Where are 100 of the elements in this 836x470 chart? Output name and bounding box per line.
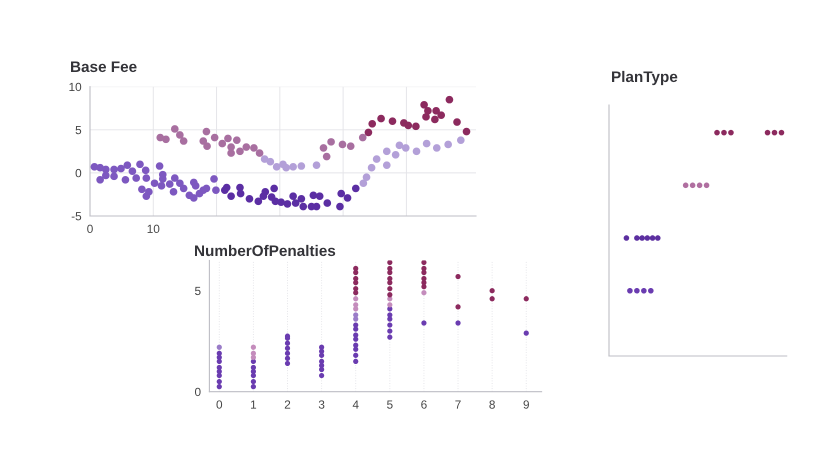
x-tick-label: 6 xyxy=(421,400,427,409)
point xyxy=(158,182,166,190)
point xyxy=(128,167,136,175)
point xyxy=(298,194,306,203)
point xyxy=(352,184,360,192)
point xyxy=(382,161,391,169)
point xyxy=(524,296,529,302)
point xyxy=(284,200,292,208)
point xyxy=(319,344,324,350)
point xyxy=(299,202,308,210)
point xyxy=(455,274,461,280)
point xyxy=(310,192,318,200)
point xyxy=(138,185,146,194)
point xyxy=(216,384,222,390)
point xyxy=(404,122,412,130)
point xyxy=(96,176,104,184)
point xyxy=(421,276,427,282)
point xyxy=(284,340,290,346)
point xyxy=(457,136,465,144)
point xyxy=(222,184,230,192)
point xyxy=(387,276,392,282)
x-tick-label: 1 xyxy=(251,400,256,409)
point xyxy=(353,276,358,282)
y-tick-label: 0 xyxy=(76,168,82,178)
point xyxy=(162,135,170,144)
point xyxy=(142,174,150,182)
point xyxy=(353,342,358,348)
point xyxy=(327,138,335,146)
point xyxy=(192,182,200,190)
point xyxy=(170,174,179,182)
point xyxy=(242,143,250,151)
point xyxy=(322,152,330,160)
point xyxy=(490,296,495,302)
point xyxy=(353,358,358,364)
point xyxy=(110,166,118,174)
point xyxy=(353,352,358,358)
point xyxy=(250,379,256,384)
point xyxy=(360,179,368,188)
point xyxy=(256,149,264,157)
point xyxy=(284,350,290,356)
x-tick-label: 0 xyxy=(216,400,222,409)
point xyxy=(421,320,427,326)
point xyxy=(136,160,144,168)
point xyxy=(102,172,110,180)
point xyxy=(421,290,427,296)
point xyxy=(180,137,188,145)
point xyxy=(319,372,324,378)
point xyxy=(216,344,222,350)
point xyxy=(412,148,420,156)
point xyxy=(292,199,300,207)
x-tick-label: 3 xyxy=(318,400,324,409)
x-tick-label: 9 xyxy=(524,400,529,409)
point xyxy=(387,286,392,292)
point xyxy=(388,117,396,125)
chart-title: NumberOfPenalties xyxy=(195,244,336,256)
point xyxy=(353,296,358,302)
point xyxy=(210,134,218,142)
point xyxy=(455,320,461,326)
point xyxy=(176,131,184,139)
point xyxy=(202,184,210,192)
point xyxy=(338,140,346,148)
point xyxy=(142,166,150,174)
point xyxy=(462,128,470,136)
point xyxy=(424,107,432,115)
point xyxy=(412,122,420,130)
point xyxy=(362,173,370,182)
point xyxy=(250,144,258,152)
point xyxy=(323,199,332,207)
point xyxy=(316,192,324,200)
point xyxy=(387,292,392,298)
x-tick-label: 7 xyxy=(455,400,461,409)
point xyxy=(446,96,454,104)
point xyxy=(289,192,297,200)
y-tick-label: 10 xyxy=(69,82,82,92)
point xyxy=(387,302,392,308)
point xyxy=(353,286,358,292)
x-tick-label: 4 xyxy=(352,400,359,409)
point xyxy=(145,188,153,196)
point xyxy=(254,198,262,206)
point xyxy=(203,142,211,150)
point xyxy=(210,175,218,183)
point xyxy=(272,163,280,171)
point xyxy=(236,190,244,198)
x-tick-label: 8 xyxy=(489,400,495,409)
point xyxy=(432,107,440,115)
point xyxy=(279,160,287,168)
point xyxy=(227,192,235,200)
point xyxy=(420,101,428,109)
point xyxy=(166,180,174,188)
point xyxy=(132,174,140,182)
point xyxy=(236,148,244,156)
point xyxy=(266,158,274,166)
point xyxy=(170,125,179,133)
point xyxy=(170,188,178,196)
point xyxy=(250,350,256,356)
point xyxy=(387,334,392,340)
point xyxy=(437,111,445,119)
point xyxy=(289,163,297,171)
point xyxy=(319,358,324,364)
point xyxy=(250,384,256,390)
